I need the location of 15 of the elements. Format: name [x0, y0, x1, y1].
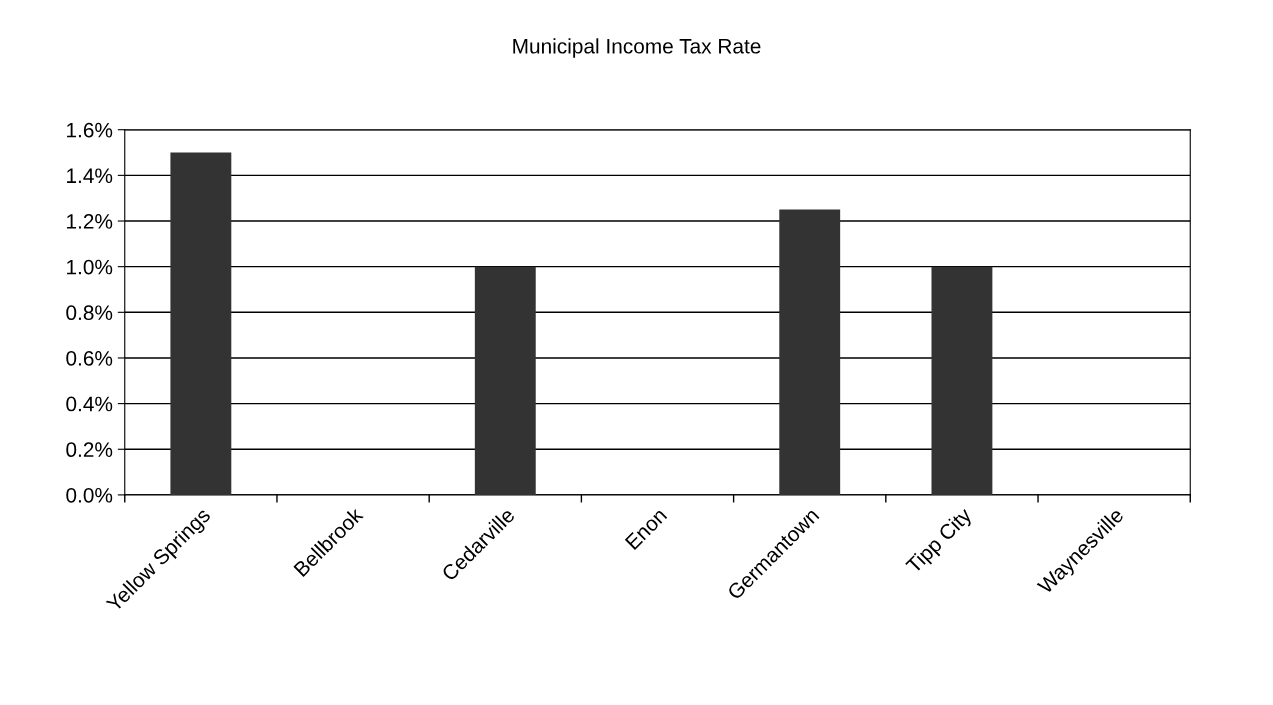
y-tick-label: 0.6% [66, 350, 113, 366]
bar [474, 266, 536, 495]
chart-title: Municipal Income Tax Rate [513, 38, 761, 58]
y-tick-label: 1.2% [67, 214, 113, 229]
y-tick-label: 1.6% [67, 122, 113, 138]
y-tick-label: 1.0% [67, 259, 113, 275]
bar [931, 266, 993, 495]
y-tick-label: 0.8% [66, 305, 113, 321]
bar [170, 152, 232, 495]
bar [779, 209, 841, 495]
x-tick-label: Tipp City [904, 506, 976, 577]
y-tick-label: 0.0% [66, 487, 113, 503]
y-tick-label: 0.2% [66, 442, 113, 458]
y-tick-label: 0.4% [66, 396, 113, 412]
y-tick-label: 1.4% [67, 168, 113, 184]
